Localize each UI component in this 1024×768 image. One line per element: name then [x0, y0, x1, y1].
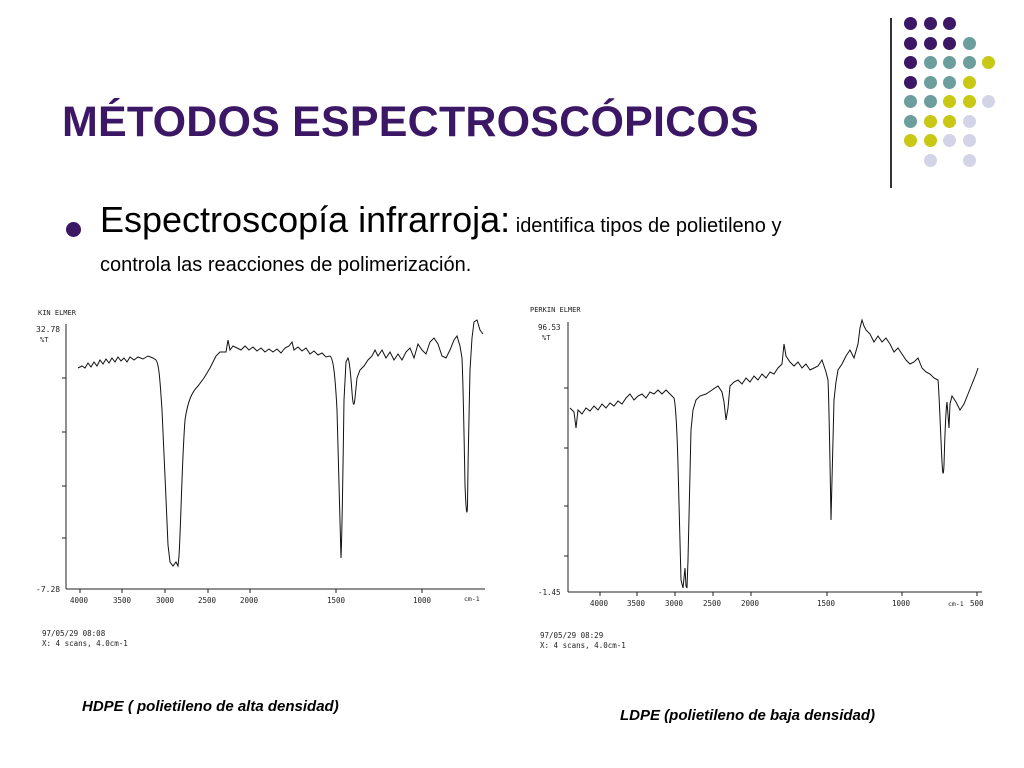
x-unit-label: cm-1: [948, 600, 964, 608]
decorative-dot: [943, 36, 956, 50]
decorative-dot: [962, 134, 976, 147]
decorative-dot: [904, 56, 917, 69]
x-tick-label: 3500: [113, 596, 132, 605]
y-top-label: 96.53: [538, 323, 561, 332]
x-tick-label: 3500: [627, 599, 646, 608]
decorative-dot: [923, 134, 937, 147]
decorative-dot: [943, 75, 956, 89]
spectrum-header: PERKIN ELMER: [530, 306, 581, 314]
decorative-dot: [943, 134, 956, 147]
decorative-dot: [962, 56, 976, 69]
x-tick-label: 2500: [198, 596, 217, 605]
decorative-dot: [943, 95, 956, 108]
x-tick-label: 1000: [892, 599, 911, 608]
x-tick-label: 1500: [327, 596, 346, 605]
decorative-dot-grid: [900, 10, 1020, 170]
x-tick-label: 1500: [817, 599, 836, 608]
decorative-dot: [923, 153, 937, 167]
y-unit-label: %T: [40, 336, 49, 344]
x-tick-label: 1000: [413, 596, 432, 605]
bullet-text-line2: controla las reacciones de polimerizació…: [100, 254, 472, 276]
ldpe-ir-spectrum: PERKIN ELMER 96.53 %T -1.45 4000 3500 30…: [510, 290, 990, 662]
decorative-dot: [982, 56, 995, 69]
y-bottom-label: -7.28: [36, 585, 60, 594]
hdpe-caption: HDPE ( polietileno de alta densidad): [82, 698, 339, 715]
decorative-dot: [904, 114, 917, 128]
decorative-dot: [943, 17, 956, 30]
decorative-dot: [962, 36, 976, 50]
x-tick-label: 2000: [741, 599, 760, 608]
x-tick-label: 3000: [156, 596, 175, 605]
bullet-text: Espectroscopía infrarroja: identifica ti…: [100, 202, 920, 238]
decorative-dot: [962, 75, 976, 89]
y-top-label: 32.78: [36, 325, 60, 334]
spectrum-header: KIN ELMER: [38, 309, 77, 317]
x-tick-label: 4000: [590, 599, 609, 608]
bullet-icon: [66, 222, 81, 237]
decorative-dot: [923, 36, 937, 50]
decorative-dot: [904, 17, 917, 30]
x-tick-label: 2500: [703, 599, 722, 608]
decorative-dot: [962, 153, 976, 167]
acquisition-settings: X: 4 scans, 4.0cm-1: [42, 639, 128, 648]
decorative-dot: [923, 75, 937, 89]
decorative-dot: [923, 114, 937, 128]
decorative-dot: [982, 95, 995, 108]
decorative-dot: [923, 56, 937, 69]
decorative-dot: [962, 114, 976, 128]
decorative-dot: [943, 114, 956, 128]
decorative-dot: [962, 95, 976, 108]
decorative-dot: [923, 17, 937, 30]
decorative-dot: [904, 95, 917, 108]
hdpe-ir-spectrum: KIN ELMER 32.78 %T -7.28 4000 3500 3000 …: [30, 300, 492, 660]
spectrum-trace: [77, 319, 484, 568]
acquisition-timestamp: 97/05/29 08:29: [540, 631, 603, 640]
decorative-divider: [890, 18, 892, 188]
decorative-dot: [923, 95, 937, 108]
y-bottom-label: -1.45: [538, 588, 561, 597]
bullet-text-line1: identifica tipos de polietileno y: [510, 215, 782, 237]
slide-title: MÉTODOS ESPECTROSCÓPICOS: [62, 98, 759, 146]
ldpe-caption: LDPE (polietileno de baja densidad): [620, 707, 876, 724]
decorative-dot: [943, 56, 956, 69]
acquisition-settings: X: 4 scans, 4.0cm-1: [540, 641, 626, 650]
spectrum-trace: [569, 318, 979, 589]
x-tick-label: 3000: [665, 599, 684, 608]
x-tick-label: 2000: [240, 596, 259, 605]
decorative-dot: [904, 36, 917, 50]
x-tick-label: 4000: [70, 596, 89, 605]
x-tick-label: 500: [970, 599, 984, 608]
x-unit-label: cm-1: [464, 595, 480, 603]
bullet-heading: Espectroscopía infrarroja:: [100, 199, 511, 240]
decorative-dot: [904, 134, 917, 147]
decorative-dot: [904, 75, 917, 89]
y-unit-label: %T: [542, 334, 551, 342]
acquisition-timestamp: 97/05/29 08:08: [42, 629, 106, 638]
